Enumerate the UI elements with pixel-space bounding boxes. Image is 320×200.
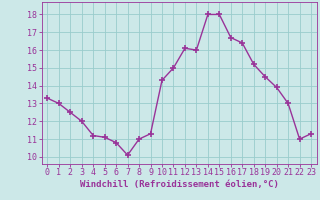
X-axis label: Windchill (Refroidissement éolien,°C): Windchill (Refroidissement éolien,°C) <box>80 180 279 189</box>
